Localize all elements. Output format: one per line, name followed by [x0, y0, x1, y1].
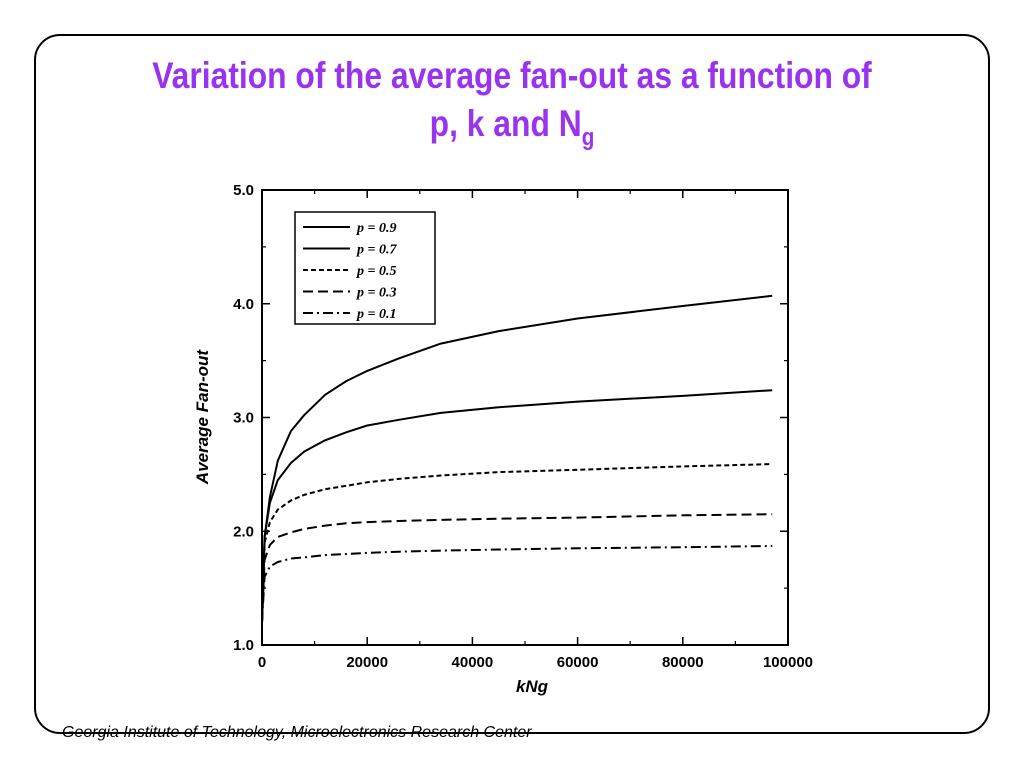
y-tick-label: 1.0 [233, 637, 254, 654]
y-tick-label: 3.0 [233, 410, 254, 427]
slide-title: Variation of the average fan-out as a fu… [106, 52, 918, 162]
x-tick-label: 40000 [452, 654, 494, 671]
series-line-3 [261, 463, 773, 623]
legend-label: p = 0.1 [356, 307, 396, 322]
legend-label: p = 0.5 [356, 264, 396, 279]
slide-title-line2-text: p, k and N [429, 103, 582, 144]
legend-box [294, 211, 436, 325]
legend-label: p = 0.3 [356, 286, 396, 301]
y-axis-label: Average Fan-out [193, 349, 212, 485]
series-line-1 [261, 294, 773, 623]
x-tick-label: 60000 [557, 654, 599, 671]
y-tick-label: 2.0 [233, 523, 254, 540]
slide-title-line1: Variation of the average fan-out as a fu… [152, 55, 872, 96]
x-axis-label: kNg [516, 677, 549, 696]
legend-label: p = 0.9 [356, 221, 396, 236]
slide-title-subscript: g [581, 124, 595, 151]
series-line-4 [261, 513, 773, 623]
footer-credit: Georgia Institute of Technology, Microel… [62, 724, 532, 741]
y-tick-label: 4.0 [233, 296, 254, 313]
slide-title-line2: p, k and Ng [106, 100, 918, 162]
series-line-5 [261, 545, 773, 623]
x-tick-label: 80000 [662, 654, 704, 671]
x-tick-label: 0 [258, 654, 266, 671]
x-tick-label: 20000 [346, 654, 388, 671]
series-line-2 [261, 389, 773, 623]
y-tick-label: 5.0 [233, 182, 254, 199]
legend-label: p = 0.7 [356, 243, 397, 258]
x-tick-label: 100000 [763, 654, 813, 671]
slide-frame [34, 34, 990, 734]
